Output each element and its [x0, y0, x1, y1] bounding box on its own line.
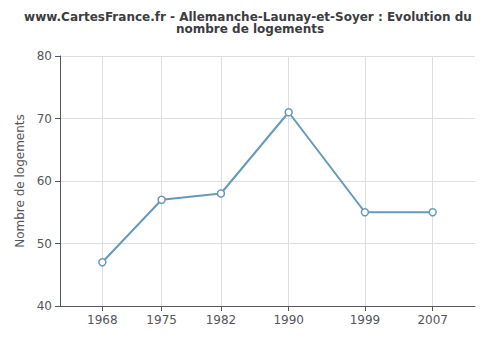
svg-text:www.CartesFrance.fr - Allemanc: www.CartesFrance.fr - Allemanche-Launay-… — [24, 10, 476, 24]
svg-text:80: 80 — [37, 49, 52, 63]
svg-text:60: 60 — [37, 174, 52, 188]
svg-text:1999: 1999 — [350, 313, 381, 327]
svg-text:70: 70 — [37, 112, 52, 126]
svg-text:1982: 1982 — [206, 313, 237, 327]
svg-text:Nombre de logements: Nombre de logements — [13, 114, 27, 248]
svg-text:2007: 2007 — [417, 313, 448, 327]
svg-text:40: 40 — [37, 299, 52, 313]
svg-text:1990: 1990 — [273, 313, 304, 327]
svg-text:nombre de logements: nombre de logements — [176, 22, 324, 36]
svg-text:1968: 1968 — [87, 313, 118, 327]
svg-text:50: 50 — [37, 237, 52, 251]
svg-text:1975: 1975 — [146, 313, 177, 327]
